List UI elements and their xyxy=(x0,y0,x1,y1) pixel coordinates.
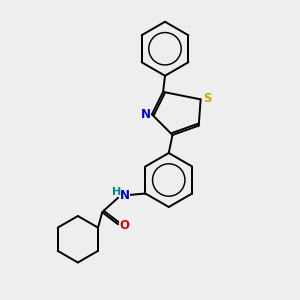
Text: N: N xyxy=(140,108,151,121)
Text: N: N xyxy=(120,189,130,202)
Text: H: H xyxy=(112,188,121,197)
Text: S: S xyxy=(203,92,211,105)
Text: O: O xyxy=(119,219,129,232)
